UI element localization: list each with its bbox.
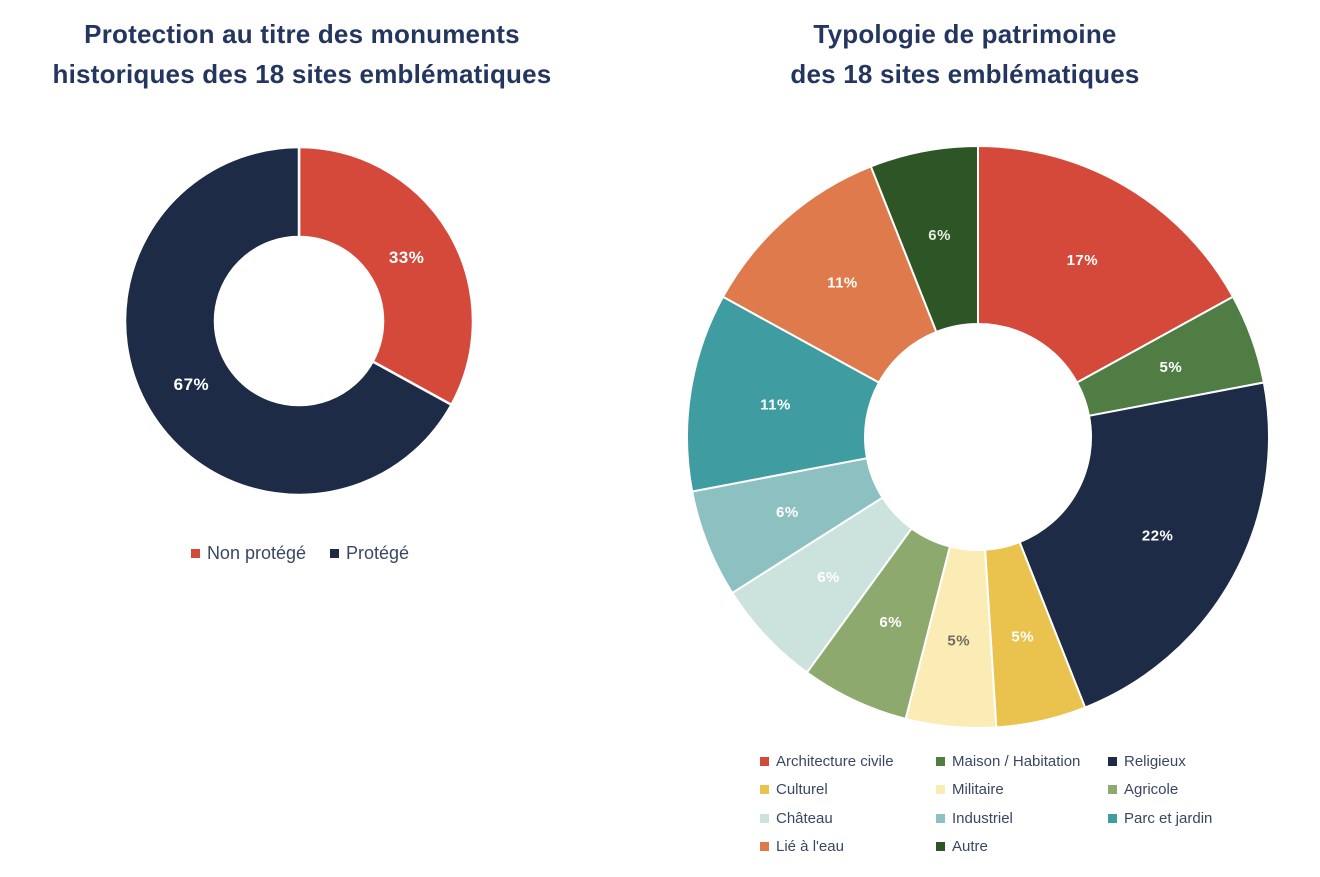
pie-slice-value-label: 33% <box>389 248 425 267</box>
legend-color-swatch <box>1108 813 1117 823</box>
legend-item-architecture-civile: Architecture civile <box>760 747 936 776</box>
pie-slice-value-label: 6% <box>879 614 902 631</box>
pie-slice-value-label: 5% <box>1011 629 1034 646</box>
legend-item-label: Parc et jardin <box>1124 809 1213 827</box>
legend-item-label: Maison / Habitation <box>952 752 1081 770</box>
legend-color-swatch <box>760 785 769 795</box>
legend-item-autre: Autre <box>936 833 1108 862</box>
legend-color-swatch <box>760 756 769 766</box>
pie-slice-autre <box>869 145 979 333</box>
legend-item-label: Lié à l'eau <box>776 838 844 856</box>
protection-chart-title: Protection au titre des monuments histori… <box>10 14 594 94</box>
legend-item-label: Militaire <box>952 781 1004 799</box>
legend-item-parc-et-jardin: Parc et jardin <box>1108 804 1280 833</box>
legend-item-lie-a-l-eau: Lié à l'eau <box>760 833 936 862</box>
pie-slice-lie-a-l-eau <box>721 165 938 384</box>
title-line: historiques des 18 sites emblématiques <box>52 59 552 89</box>
legend-color-swatch <box>760 813 769 823</box>
protection-donut-chart: 33% 67% <box>123 145 475 497</box>
pie-slice-protege <box>123 145 453 497</box>
pie-slice-religieux <box>1018 381 1271 709</box>
pie-slice-value-label: 6% <box>928 227 951 244</box>
title-line: Protection au titre des monuments <box>84 19 520 49</box>
pie-slice-value-label: 5% <box>1160 359 1183 376</box>
pie-slice-value-label: 22% <box>1142 527 1174 544</box>
legend-item-label: Non protégé <box>206 542 307 563</box>
pie-slice-non-protege <box>297 145 475 407</box>
pie-slice-parc-et-jardin <box>685 295 880 493</box>
legend-item-label: Religieux <box>1124 752 1186 770</box>
pie-slice-architecture-civile <box>977 145 1235 384</box>
legend-item-protege: Protégé <box>330 540 409 566</box>
pie-slice-value-label: 11% <box>827 275 858 292</box>
pie-slice-value-label: 67% <box>174 375 210 394</box>
protection-chart-legend: Non protégé Protégé <box>120 540 480 566</box>
legend-item-label: Industriel <box>952 809 1013 827</box>
legend-item-chateau: Château <box>760 804 936 833</box>
legend-item-culturel: Culturel <box>760 776 936 805</box>
legend-item-label: Château <box>776 809 833 827</box>
legend-item-religieux: Religieux <box>1108 747 1280 776</box>
typology-chart-legend: Architecture civile Maison / Habitation Re… <box>760 747 1280 861</box>
legend-item-label: Agricole <box>1124 781 1179 799</box>
legend-color-swatch <box>1108 756 1117 766</box>
legend-item-label: Architecture civile <box>776 752 894 770</box>
legend-color-swatch <box>936 756 945 766</box>
typology-chart-title: Typologie de patrimoine des 18 sites embl… <box>733 14 1197 94</box>
legend-color-swatch <box>936 813 945 823</box>
pie-slice-value-label: 11% <box>760 396 791 413</box>
legend-item-militaire: Militaire <box>936 776 1108 805</box>
legend-item-industriel: Industriel <box>936 804 1108 833</box>
legend-item-label: Culturel <box>776 781 828 799</box>
legend-color-swatch <box>330 548 340 558</box>
legend-color-swatch <box>936 842 945 852</box>
legend-color-swatch <box>936 785 945 795</box>
pie-slice-value-label: 17% <box>1067 252 1099 269</box>
legend-item-maison-habitation: Maison / Habitation <box>936 747 1108 776</box>
pie-slice-value-label: 6% <box>817 569 840 586</box>
legend-color-swatch <box>760 842 769 852</box>
title-line: Typologie de patrimoine <box>813 19 1117 49</box>
legend-color-swatch <box>1108 785 1117 795</box>
legend-item-label: Autre <box>952 838 988 856</box>
legend-item-label: Protégé <box>346 542 410 563</box>
legend-color-swatch <box>190 548 200 558</box>
pie-slice-value-label: 6% <box>776 504 799 521</box>
legend-item-non-protege: Non protégé <box>190 540 307 566</box>
title-line: des 18 sites emblématiques <box>790 59 1140 89</box>
legend-item-agricole: Agricole <box>1108 776 1280 805</box>
pie-slice-value-label: 5% <box>947 633 970 650</box>
typology-donut-chart: 17% 5% 22% 5% 5% 6% 6% 6% 11% 11% 6% <box>685 145 1271 729</box>
